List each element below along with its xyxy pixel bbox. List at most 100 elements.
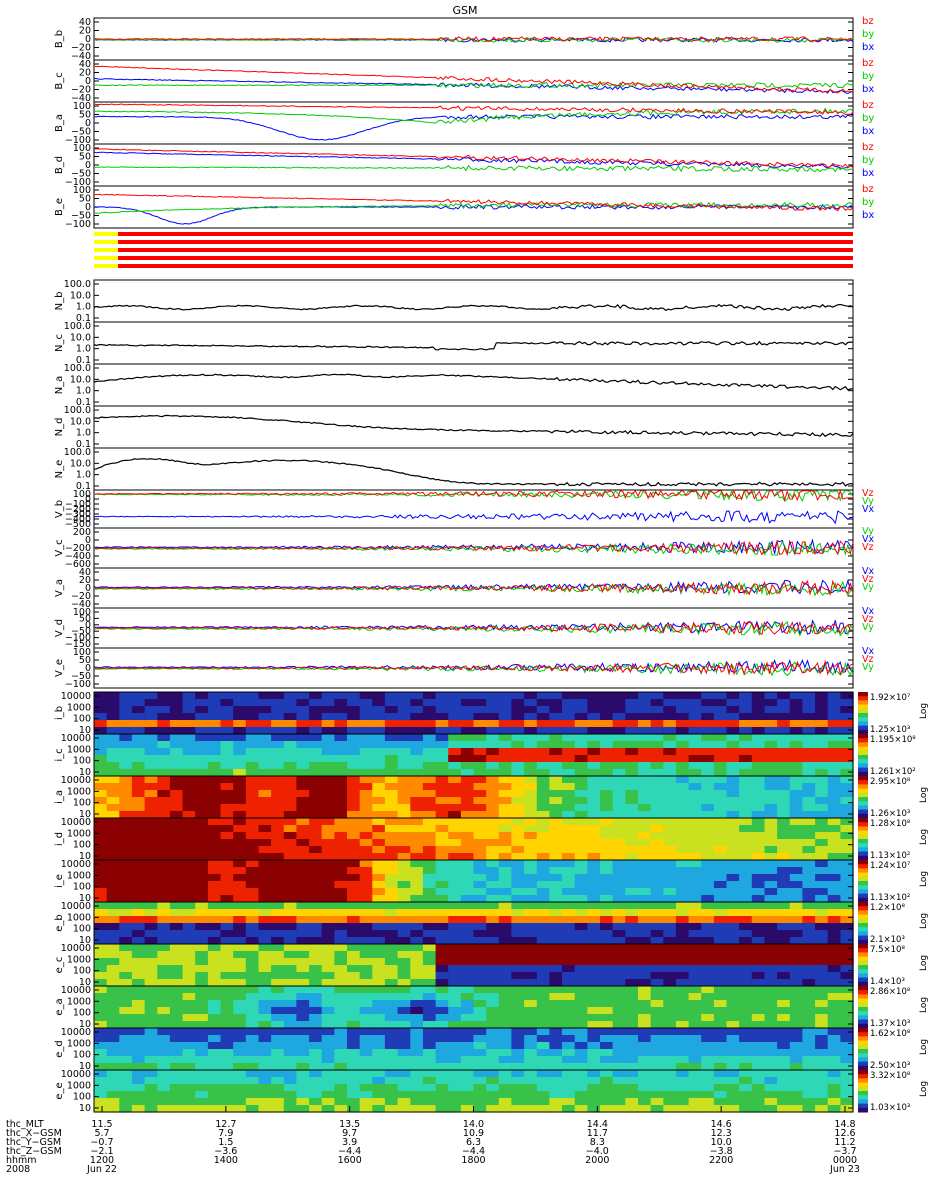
spectrogram-cell xyxy=(739,930,753,938)
spectrogram-cell xyxy=(182,1091,196,1099)
spectrogram-cell xyxy=(739,895,753,903)
spectrogram-cell xyxy=(486,1098,500,1106)
spectrogram-cell xyxy=(144,874,158,882)
spectrogram-cell xyxy=(536,1077,551,1085)
spectrogram-cell xyxy=(764,1000,778,1008)
spectrogram-cell xyxy=(486,846,500,854)
spectrogram-cell xyxy=(347,790,361,798)
spectrogram-cell xyxy=(195,776,209,784)
spectrogram-cell xyxy=(296,783,310,791)
spectrogram-cell xyxy=(574,923,588,931)
spectrogram-cell xyxy=(562,713,576,721)
axis-cell-value: 12.3 xyxy=(711,1128,732,1139)
spectrogram-cell xyxy=(321,839,335,847)
spectrogram-cell xyxy=(169,972,184,980)
spectrogram-cell xyxy=(600,748,614,756)
spectrogram-cell xyxy=(486,783,500,791)
spectrogram-cell xyxy=(536,1091,551,1099)
spectrogram-cell xyxy=(397,776,411,784)
spectrogram-cell xyxy=(713,1000,728,1008)
spectrogram-cell xyxy=(309,804,323,812)
spectrogram-cell xyxy=(334,797,348,805)
spectrogram-cell xyxy=(815,993,829,1001)
spectrogram-cell xyxy=(106,713,120,721)
spectrogram-cell xyxy=(612,1105,626,1113)
spectrogram-cell xyxy=(650,986,664,994)
spectrogram-cell xyxy=(574,958,588,966)
spectrogram-cell xyxy=(600,783,614,791)
spectrogram-cell xyxy=(663,825,677,833)
spectrogram-cell xyxy=(106,818,120,826)
spectrogram-cell xyxy=(802,846,816,854)
spectrogram-cell xyxy=(663,839,677,847)
vz-trace xyxy=(94,489,854,502)
spectrogram-cell xyxy=(789,811,804,819)
spectrogram-cell xyxy=(233,790,247,798)
spectrogram-cell xyxy=(347,1028,361,1036)
spectrogram-cell xyxy=(688,734,702,742)
spectrogram-cell xyxy=(549,874,563,882)
spectrogram-cell xyxy=(612,1042,626,1050)
spectrogram-cell xyxy=(182,790,196,798)
spectrogram-cell xyxy=(764,902,778,910)
colorbar-segment xyxy=(858,902,868,907)
spectrogram-cell xyxy=(410,741,424,749)
spectrogram-cell xyxy=(713,979,728,987)
spectrogram-cell xyxy=(435,720,449,728)
spectrogram-tick-label: 10000 xyxy=(61,817,91,828)
spectrogram-cell xyxy=(347,881,361,889)
spectrogram-cell xyxy=(612,895,626,903)
spectrogram-cell xyxy=(751,1098,766,1106)
spectrogram-cell xyxy=(410,1035,424,1043)
spectrogram-cell xyxy=(321,776,335,784)
spectrogram-cell xyxy=(94,1070,108,1078)
spectrogram-cell xyxy=(144,699,158,707)
spectrogram-cell xyxy=(486,797,500,805)
bz-trace xyxy=(93,65,854,94)
spectrogram-cell xyxy=(245,867,260,875)
spectrogram-cell xyxy=(802,720,816,728)
spectrogram-cell xyxy=(473,993,487,1001)
spectrogram-cell xyxy=(422,951,437,959)
spectrogram-cell xyxy=(372,881,386,889)
spectrogram-cell xyxy=(207,916,222,924)
n-tick-label: 1.0 xyxy=(76,470,91,481)
spectrogram-cell xyxy=(764,1105,778,1113)
spectrogram-cell xyxy=(169,1014,184,1022)
spectrogram-cell xyxy=(574,902,588,910)
spectrogram-cell xyxy=(347,818,361,826)
spectrogram-cell xyxy=(726,1077,740,1085)
spectrogram-cell xyxy=(701,951,715,959)
spectrogram-cell xyxy=(650,783,664,791)
spectrogram-cell xyxy=(511,825,525,833)
spectrogram-cell xyxy=(739,1105,753,1113)
spectrogram-cell xyxy=(600,720,614,728)
spectrogram-cell xyxy=(486,1049,500,1057)
spectrogram-cell xyxy=(587,916,601,924)
spectrogram-cell xyxy=(410,972,424,980)
spectrogram-cell xyxy=(94,979,108,987)
spectrogram-cell xyxy=(511,923,525,931)
spectrogram-cell xyxy=(195,1077,209,1085)
spectrogram-cell xyxy=(536,804,551,812)
spectrogram-cell xyxy=(435,776,449,784)
spectrogram-cell xyxy=(207,755,222,763)
spectrogram-cell xyxy=(473,776,487,784)
spectrogram-cell xyxy=(106,1007,120,1015)
colorbar-min-label: 1.26×10³ xyxy=(870,809,910,819)
spectrogram-cell xyxy=(106,965,120,973)
spectrogram-cell xyxy=(94,972,108,980)
spectrogram-cell xyxy=(410,706,424,714)
spectrogram-cell xyxy=(739,769,753,777)
spectrogram-cell xyxy=(726,832,740,840)
v-legend-Vz: Vz xyxy=(862,654,874,665)
spectrogram-cell xyxy=(562,951,576,959)
spectrogram-cell xyxy=(321,1077,335,1085)
spectrogram-cell xyxy=(106,881,120,889)
spectrogram-cell xyxy=(486,1021,500,1029)
spectrogram-cell xyxy=(802,811,816,819)
spectrogram-cell xyxy=(182,853,196,861)
spectrogram-cell xyxy=(789,1042,804,1050)
spectrogram-cell xyxy=(233,706,247,714)
spectrogram-cell xyxy=(460,895,475,903)
